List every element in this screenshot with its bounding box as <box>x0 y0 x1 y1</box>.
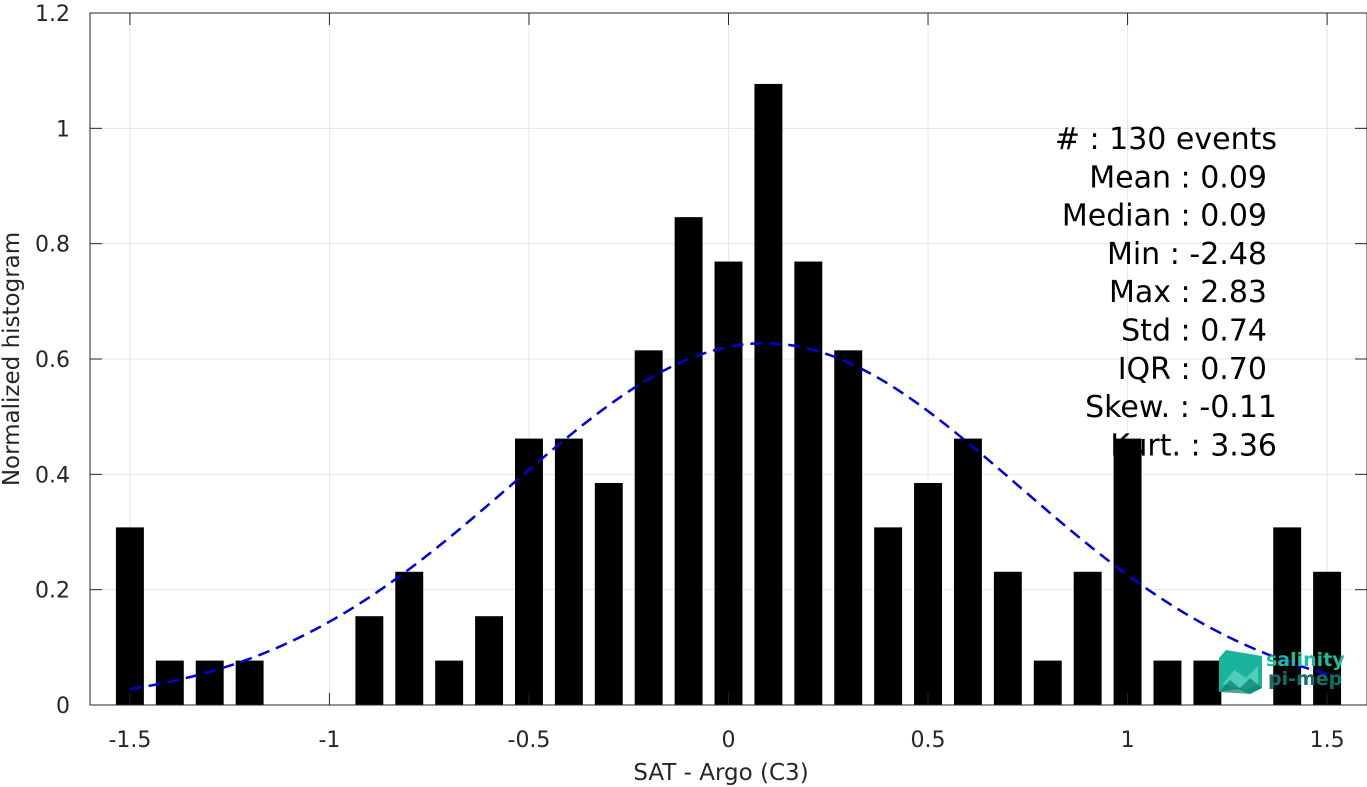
histogram-bar <box>914 482 942 705</box>
histogram-bar <box>754 83 783 706</box>
stats-line: IQR : 0.70 <box>1118 352 1267 387</box>
histogram-bar <box>834 350 863 705</box>
histogram-bar <box>235 660 264 705</box>
histogram-bar <box>1153 660 1182 705</box>
histogram-bar <box>993 571 1022 705</box>
y-tick-label: 1.2 <box>35 2 70 27</box>
stats-line: Kurt. : 3.36 <box>1110 428 1277 463</box>
x-tick-label: -0.5 <box>508 728 551 753</box>
y-tick-label: 0.8 <box>35 233 70 258</box>
stats-line: Std : 0.74 <box>1121 314 1267 349</box>
histogram-bar <box>1033 660 1062 705</box>
x-axis-label: SAT - Argo (C3) <box>633 760 808 786</box>
histogram-bar <box>874 527 903 705</box>
histogram-bar <box>594 482 623 705</box>
x-tick-label: 0.5 <box>911 728 946 753</box>
stats-line: Min : -2.48 <box>1107 237 1267 272</box>
stats-line: Max : 2.83 <box>1109 275 1267 310</box>
histogram-bar <box>1193 660 1222 705</box>
stats-line: # : 130 events <box>1055 122 1277 157</box>
histogram-bar <box>1273 527 1302 705</box>
y-tick-label: 0.6 <box>35 348 70 373</box>
logo-text-salinity: salinity <box>1266 649 1345 671</box>
bars <box>115 83 1342 706</box>
y-axis-label: Normalized histogram <box>0 232 25 486</box>
y-tick-label: 0.4 <box>35 463 70 488</box>
histogram-bar <box>674 217 703 705</box>
histogram-bar <box>634 350 663 705</box>
logo-text-pi-mep: pi-mep <box>1268 668 1342 690</box>
y-tick-label: 1 <box>56 117 70 142</box>
x-tick-label: -1 <box>318 728 340 753</box>
histogram-bar <box>435 660 464 705</box>
histogram-bar <box>395 571 424 705</box>
stats-line: Median : 0.09 <box>1062 199 1267 234</box>
x-tick-labels: -1.5 -1 -0.5 0 0.5 1 1.5 <box>108 728 1344 753</box>
x-tick-label: 0 <box>722 728 736 753</box>
histogram-bar <box>195 660 224 705</box>
gaussian-fit-curve <box>129 342 1328 691</box>
histogram-bar <box>355 616 384 705</box>
x-tick-label: -1.5 <box>108 728 151 753</box>
stats-line: Mean : 0.09 <box>1089 160 1267 195</box>
histogram-bar <box>953 438 982 705</box>
stats-line: Skew. : -0.11 <box>1085 390 1277 425</box>
histogram-bar <box>1073 571 1102 705</box>
axes <box>89 12 1367 706</box>
histogram-bar <box>794 261 823 705</box>
logo-mark-icon <box>1219 650 1262 694</box>
histogram-bar <box>554 438 583 705</box>
y-tick-labels: 0 0.2 0.4 0.6 0.8 1 1.2 <box>35 2 70 719</box>
histogram-bar <box>1113 438 1142 705</box>
histogram-bar <box>115 527 144 705</box>
histogram-bar <box>515 438 543 705</box>
histogram-bar <box>1313 571 1342 705</box>
y-tick-label: 0 <box>56 694 70 719</box>
histogram-bar <box>475 616 504 705</box>
x-tick-label: 1.5 <box>1310 728 1345 753</box>
x-tick-label: 1 <box>1121 728 1135 753</box>
salinity-pi-mep-logo: salinity pi-mep <box>1219 649 1345 694</box>
histogram-bar <box>714 261 743 705</box>
y-tick-label: 0.2 <box>35 579 70 604</box>
